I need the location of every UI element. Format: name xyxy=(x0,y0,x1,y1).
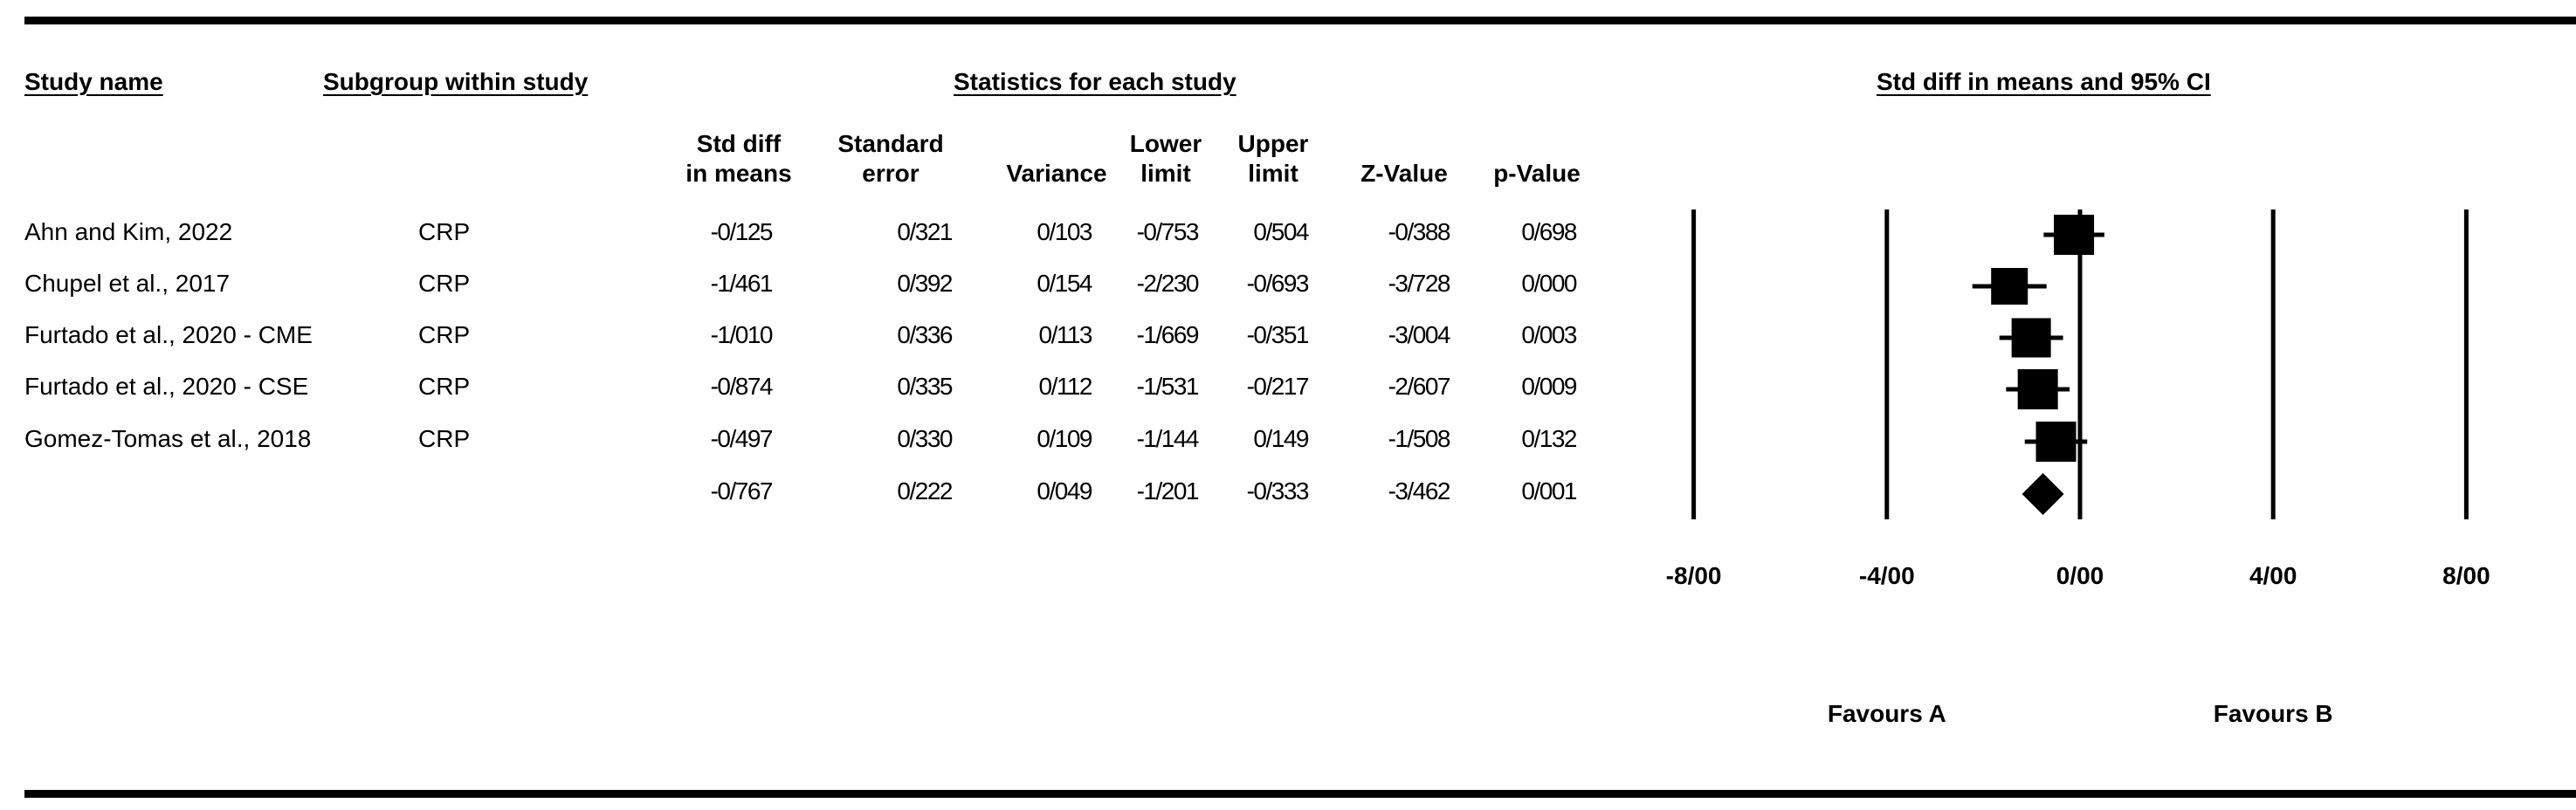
study-square xyxy=(2011,318,2051,358)
stat-value: 0/154 xyxy=(1037,270,1092,297)
column-header: Lower limit xyxy=(1130,129,1202,189)
stat-value: -1/201 xyxy=(1136,477,1200,505)
stat-value: 0/000 xyxy=(1521,270,1577,297)
stat-value: 0/109 xyxy=(1037,425,1092,452)
column-header-line1: Lower xyxy=(1129,130,1202,157)
tick-label: 8/00 xyxy=(2442,562,2490,589)
stat-value: -1/010 xyxy=(710,321,774,348)
column-header: Standard error xyxy=(837,129,943,189)
stat-value: -0/351 xyxy=(1246,321,1310,348)
stat-value: -0/753 xyxy=(1136,218,1200,245)
stat-value: 0/504 xyxy=(1253,218,1309,245)
stat-value: -0/217 xyxy=(1246,373,1310,400)
stat-value: -1/669 xyxy=(1136,321,1200,348)
study-name: Furtado et al., 2020 - CSE xyxy=(24,373,309,400)
stat-value: -0/693 xyxy=(1246,270,1310,297)
stat-value: 0/009 xyxy=(1521,373,1577,400)
subgroup: CRP xyxy=(418,270,471,297)
column-header-line2: p-Value xyxy=(1493,160,1581,187)
stat-value: 0/113 xyxy=(1038,321,1093,348)
study-square xyxy=(1991,268,2028,305)
column-header: Variance xyxy=(1006,129,1106,189)
column-header-line2: error xyxy=(862,160,920,187)
stat-value: 0/103 xyxy=(1037,218,1092,245)
stat-value: -2/607 xyxy=(1388,373,1451,400)
favours-a-label: Favours A xyxy=(1828,700,1946,727)
favours-b-label: Favours B xyxy=(2214,700,2333,727)
header-plot-title: Std diff in means and 95% CI xyxy=(1877,68,2211,95)
tick-label: -8/00 xyxy=(1666,562,1722,589)
stat-value: -3/004 xyxy=(1388,321,1451,348)
subgroup: CRP xyxy=(418,373,471,400)
tick-label: -4/00 xyxy=(1859,562,1915,589)
stat-value: -1/508 xyxy=(1388,425,1451,452)
column-header: Upper limit xyxy=(1238,129,1309,189)
stat-value: 0/112 xyxy=(1038,373,1093,400)
column-header-line2: Z-Value xyxy=(1360,160,1448,187)
subgroup: CRP xyxy=(418,218,471,245)
stat-value: -0/125 xyxy=(710,218,774,245)
stat-value: -3/728 xyxy=(1388,270,1451,297)
study-name: Ahn and Kim, 2022 xyxy=(24,218,233,245)
stat-value: 0/698 xyxy=(1521,218,1577,245)
column-header-line2: limit xyxy=(1248,160,1298,187)
study-square xyxy=(2035,422,2077,462)
header-study-name: Study name xyxy=(24,68,163,95)
tick-label: 4/00 xyxy=(2249,562,2297,589)
study-name: Chupel et al., 2017 xyxy=(24,270,231,297)
study-square xyxy=(2017,369,2058,409)
stat-value: -0/767 xyxy=(710,477,774,505)
study-name: Gomez-Tomas et al., 2018 xyxy=(24,425,312,452)
tick-label: 0/00 xyxy=(2056,562,2104,589)
stat-value: -0/497 xyxy=(710,425,774,452)
stat-value: -0/874 xyxy=(710,373,774,400)
stat-value: 0/149 xyxy=(1253,425,1309,452)
column-header: Std diff in means xyxy=(685,129,791,189)
column-header-line1: Std diff xyxy=(696,130,782,157)
column-header-line2: limit xyxy=(1140,160,1191,187)
stat-value: -0/388 xyxy=(1388,218,1451,245)
column-header: Z-Value xyxy=(1360,129,1448,189)
bottom-rule xyxy=(24,790,2576,798)
column-header-line2: Variance xyxy=(1006,160,1107,187)
stat-value: 0/049 xyxy=(1037,477,1092,505)
subgroup: CRP xyxy=(418,321,471,348)
column-header-line2: in means xyxy=(685,160,792,187)
stat-value: 0/003 xyxy=(1521,321,1577,348)
stat-value: 0/321 xyxy=(897,218,953,245)
column-header-line1: Upper xyxy=(1237,130,1309,157)
stat-value: -3/462 xyxy=(1388,477,1451,505)
stat-value: 0/001 xyxy=(1521,477,1577,505)
stat-value: 0/336 xyxy=(897,321,953,348)
stat-value: -1/531 xyxy=(1136,373,1200,400)
stat-value: -0/333 xyxy=(1246,477,1310,505)
header-statistics: Statistics for each study xyxy=(954,68,1236,95)
study-name: Furtado et al., 2020 - CME xyxy=(24,321,313,348)
stat-value: -2/230 xyxy=(1136,270,1200,297)
header-subgroup: Subgroup within study xyxy=(323,68,589,95)
stat-value: 0/132 xyxy=(1521,425,1577,452)
study-square xyxy=(2054,215,2095,255)
stat-value: 0/392 xyxy=(897,270,953,297)
column-header-line1: Standard xyxy=(837,130,944,157)
stat-value: -1/144 xyxy=(1136,425,1200,452)
stat-value: 0/330 xyxy=(897,425,953,452)
column-header: p-Value xyxy=(1493,129,1581,189)
summary-diamond xyxy=(2022,473,2064,515)
subgroup: CRP xyxy=(418,425,471,452)
stat-value: 0/335 xyxy=(897,373,953,400)
top-rule xyxy=(24,17,2576,24)
stat-value: 0/222 xyxy=(897,477,953,505)
stat-value: -1/461 xyxy=(710,270,774,297)
